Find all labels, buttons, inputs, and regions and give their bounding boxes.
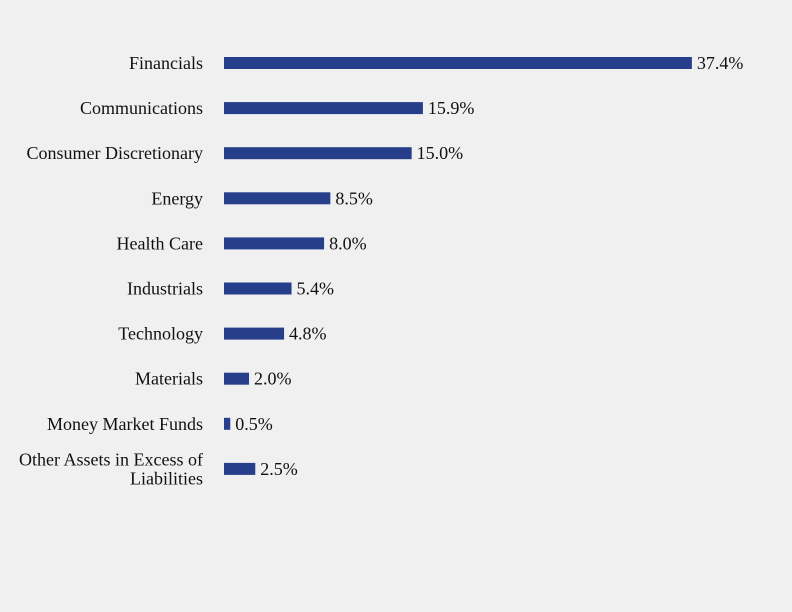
value-label-4: 8.0%	[329, 233, 367, 253]
bar-7	[224, 372, 250, 385]
value-label-6: 4.8%	[289, 324, 327, 344]
category-label-1: Communications	[80, 98, 203, 118]
value-label-0: 37.4%	[697, 53, 744, 73]
value-label-1: 15.9%	[428, 98, 475, 118]
value-label-8: 0.5%	[235, 414, 273, 434]
bar-9	[224, 462, 256, 475]
category-label-4: Health Care	[117, 233, 203, 253]
bar-8	[224, 417, 231, 430]
value-label-3: 8.5%	[335, 188, 373, 208]
category-label-3: Energy	[151, 188, 203, 208]
category-label-5: Industrials	[127, 279, 203, 299]
bar-1	[224, 102, 423, 115]
bar-6	[224, 327, 285, 340]
bar-5	[224, 282, 292, 295]
bar-4	[224, 237, 325, 250]
category-label-6: Technology	[118, 324, 203, 344]
value-label-9: 2.5%	[260, 459, 298, 479]
value-label-7: 2.0%	[254, 369, 292, 389]
value-label-5: 5.4%	[297, 279, 335, 299]
bar-2	[224, 147, 412, 160]
category-label-9: Other Assets in Excess of Liabilities	[19, 449, 203, 488]
category-label-2: Consumer Discretionary	[27, 143, 203, 163]
category-label-8: Money Market Funds	[47, 414, 203, 434]
category-label-7: Materials	[135, 369, 203, 389]
bar-3	[224, 192, 331, 205]
value-label-2: 15.0%	[417, 143, 464, 163]
bar-0	[224, 57, 692, 69]
category-label-0: Financials	[129, 53, 203, 73]
